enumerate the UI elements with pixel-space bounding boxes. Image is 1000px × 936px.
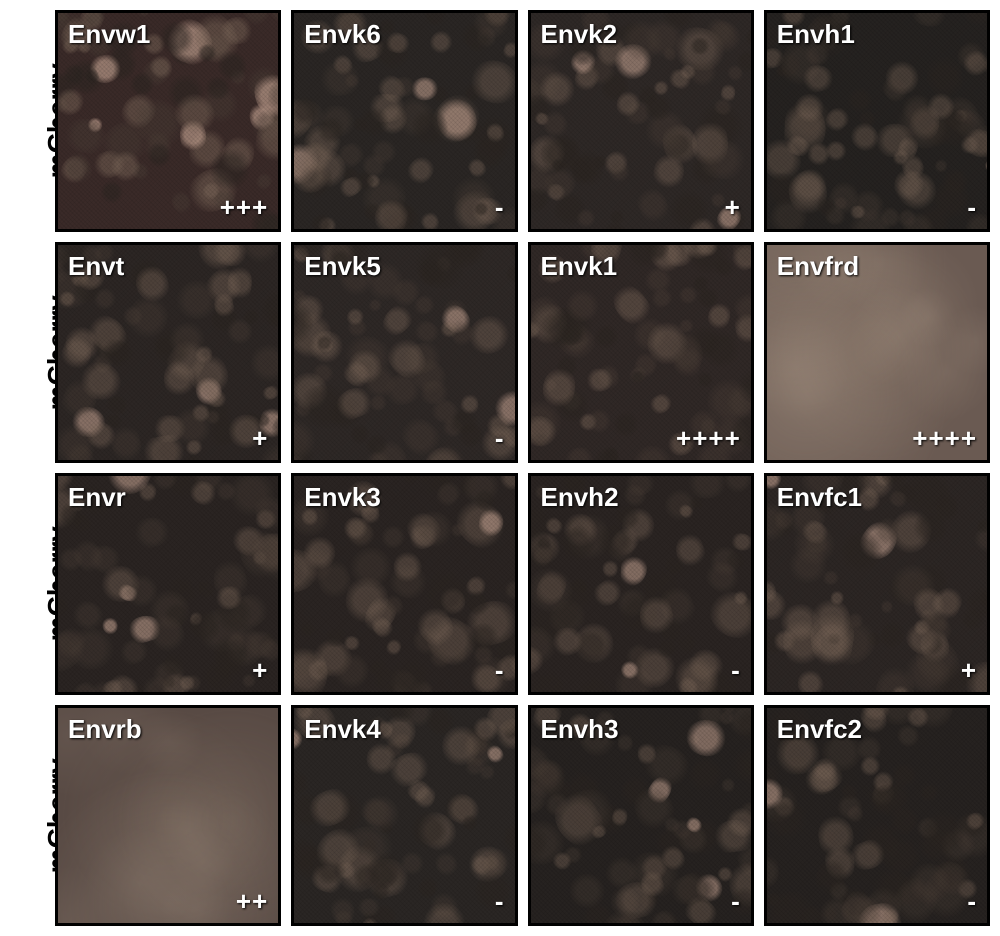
panel-envk6: Envk6 - (291, 10, 517, 232)
panel-label: Envk1 (541, 251, 618, 282)
panel-rating: + (725, 192, 741, 223)
panel-envh3: Envh3 - (528, 705, 754, 927)
panel-label: Envr (68, 482, 126, 513)
panel-envh2: Envh2 - (528, 473, 754, 695)
panel-label: Envk3 (304, 482, 381, 513)
panel-label: Envfrd (777, 251, 859, 282)
panel-envt: Envt + (55, 242, 281, 464)
panel-envh1: Envh1 - (764, 10, 990, 232)
panel-rating: ++++ (912, 423, 977, 454)
panel-envfrd: Envfrd ++++ (764, 242, 990, 464)
panel-envfc2: Envfc2 - (764, 705, 990, 927)
panel-rating: - (495, 192, 505, 223)
panel-rating: - (731, 886, 741, 917)
panel-label: Envrb (68, 714, 142, 745)
panel-label: Envk4 (304, 714, 381, 745)
panel-rating: + (252, 655, 268, 686)
panel-rating: + (252, 423, 268, 454)
panel-rating: - (495, 423, 505, 454)
panel-label: Envfc1 (777, 482, 862, 513)
microscopy-grid: Envw1+++Envk6-Envk2+Envh1-Envt+Envk5-Env… (55, 10, 990, 926)
panel-envk4: Envk4 - (291, 705, 517, 927)
panel-envw1: Envw1 +++ (55, 10, 281, 232)
panel-rating: - (731, 655, 741, 686)
row-labels: mCherry mCherry mCherry mCherry (0, 10, 50, 926)
panel-label: Envfc2 (777, 714, 862, 745)
panel-envrb: Envrb ++ (55, 705, 281, 927)
panel-label: Envt (68, 251, 124, 282)
panel-envk1: Envk1 ++++ (528, 242, 754, 464)
panel-rating: ++ (236, 886, 268, 917)
panel-rating: - (495, 886, 505, 917)
panel-envk2: Envk2 + (528, 10, 754, 232)
panel-envk5: Envk5 - (291, 242, 517, 464)
panel-label: Envh2 (541, 482, 619, 513)
panel-label: Envh1 (777, 19, 855, 50)
panel-rating: + (961, 655, 977, 686)
panel-label: Envw1 (68, 19, 150, 50)
panel-envk3: Envk3 - (291, 473, 517, 695)
panel-label: Envk2 (541, 19, 618, 50)
panel-rating: +++ (220, 192, 269, 223)
panel-label: Envk6 (304, 19, 381, 50)
panel-rating: - (967, 886, 977, 917)
panel-rating: - (967, 192, 977, 223)
panel-envr: Envr + (55, 473, 281, 695)
panel-label: Envh3 (541, 714, 619, 745)
panel-label: Envk5 (304, 251, 381, 282)
panel-envfc1: Envfc1 + (764, 473, 990, 695)
panel-rating: - (495, 655, 505, 686)
panel-rating: ++++ (676, 423, 741, 454)
